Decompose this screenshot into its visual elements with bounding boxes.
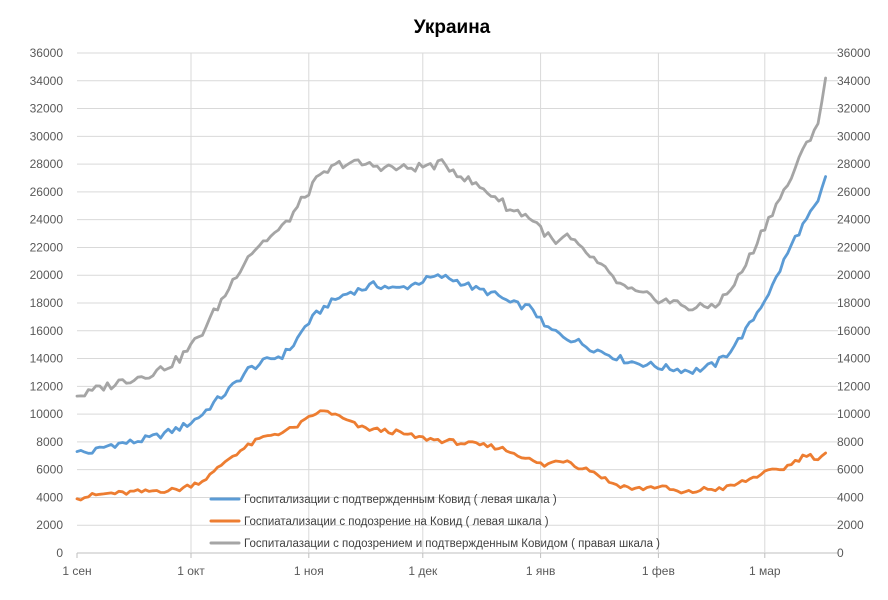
x-tick-label: 1 мар (749, 564, 781, 578)
left-tick-label: 36000 (30, 46, 64, 60)
left-tick-label: 10000 (30, 407, 64, 421)
chart-title: Украина (414, 17, 491, 38)
series-line-1 (75, 175, 827, 455)
right-tick-label: 8000 (837, 435, 864, 449)
right-tick-label: 36000 (837, 46, 871, 60)
right-tick-label: 18000 (837, 296, 871, 310)
x-tick-label: 1 фев (642, 564, 675, 578)
left-tick-label: 0 (56, 546, 63, 560)
series-line-3 (75, 76, 827, 398)
right-tick-label: 12000 (837, 379, 871, 393)
right-axis-tick-labels: 0 2000 4000 6000 8000 10000 12000 14000 16000 180… (837, 46, 871, 560)
right-tick-label: 0 (837, 546, 844, 560)
x-tick-label: 1 дек (408, 564, 438, 578)
right-tick-label: 30000 (837, 129, 871, 143)
x-axis-tick-labels: 1 сен 1 окт 1 ноя 1 дек 1 янв 1 фев 1 мар (62, 564, 781, 578)
grid (76, 52, 838, 558)
left-tick-label: 26000 (30, 185, 64, 199)
left-tick-label: 8000 (36, 435, 63, 449)
left-tick-label: 28000 (30, 157, 64, 171)
right-tick-label: 10000 (837, 407, 871, 421)
right-tick-label: 24000 (837, 213, 871, 227)
right-tick-label: 26000 (837, 185, 871, 199)
right-tick-label: 22000 (837, 240, 871, 254)
x-tick-label: 1 сен (62, 564, 91, 578)
left-tick-label: 32000 (30, 102, 64, 116)
right-tick-label: 2000 (837, 518, 864, 532)
right-tick-label: 4000 (837, 490, 864, 504)
legend-label: Госпиатализации с подозрение на Ковид ( … (244, 516, 549, 528)
series-lines (75, 76, 827, 502)
left-tick-label: 14000 (30, 352, 64, 366)
left-tick-label: 30000 (30, 129, 64, 143)
left-tick-label: 20000 (30, 268, 64, 282)
right-tick-label: 28000 (837, 157, 871, 171)
right-tick-label: 6000 (837, 463, 864, 477)
x-tick-label: 1 янв (526, 564, 556, 578)
right-tick-label: 14000 (837, 352, 871, 366)
left-axis-tick-labels: 0 2000 4000 6000 8000 10000 12000 14000 16000 180… (30, 46, 64, 560)
right-tick-label: 34000 (837, 74, 871, 88)
left-tick-label: 16000 (30, 324, 64, 338)
left-tick-label: 18000 (30, 296, 64, 310)
legend-label: Госпиталазации с подозрением и подтвержд… (244, 538, 660, 550)
legend-label: Госпитализации с подтвержденным Ковид ( … (244, 494, 557, 506)
left-tick-label: 24000 (30, 213, 64, 227)
x-tick-label: 1 окт (177, 564, 205, 578)
left-tick-label: 12000 (30, 379, 64, 393)
right-tick-label: 32000 (837, 102, 871, 116)
series-line-2 (75, 409, 827, 502)
left-tick-label: 4000 (36, 490, 63, 504)
left-tick-label: 2000 (36, 518, 63, 532)
left-tick-label: 6000 (36, 463, 63, 477)
right-tick-label: 16000 (837, 324, 871, 338)
left-tick-label: 22000 (30, 240, 64, 254)
right-tick-label: 20000 (837, 268, 871, 282)
legend: Госпитализации с подтвержденным Ковид ( … (209, 494, 660, 550)
x-tick-label: 1 ноя (294, 564, 324, 578)
left-tick-label: 34000 (30, 74, 64, 88)
